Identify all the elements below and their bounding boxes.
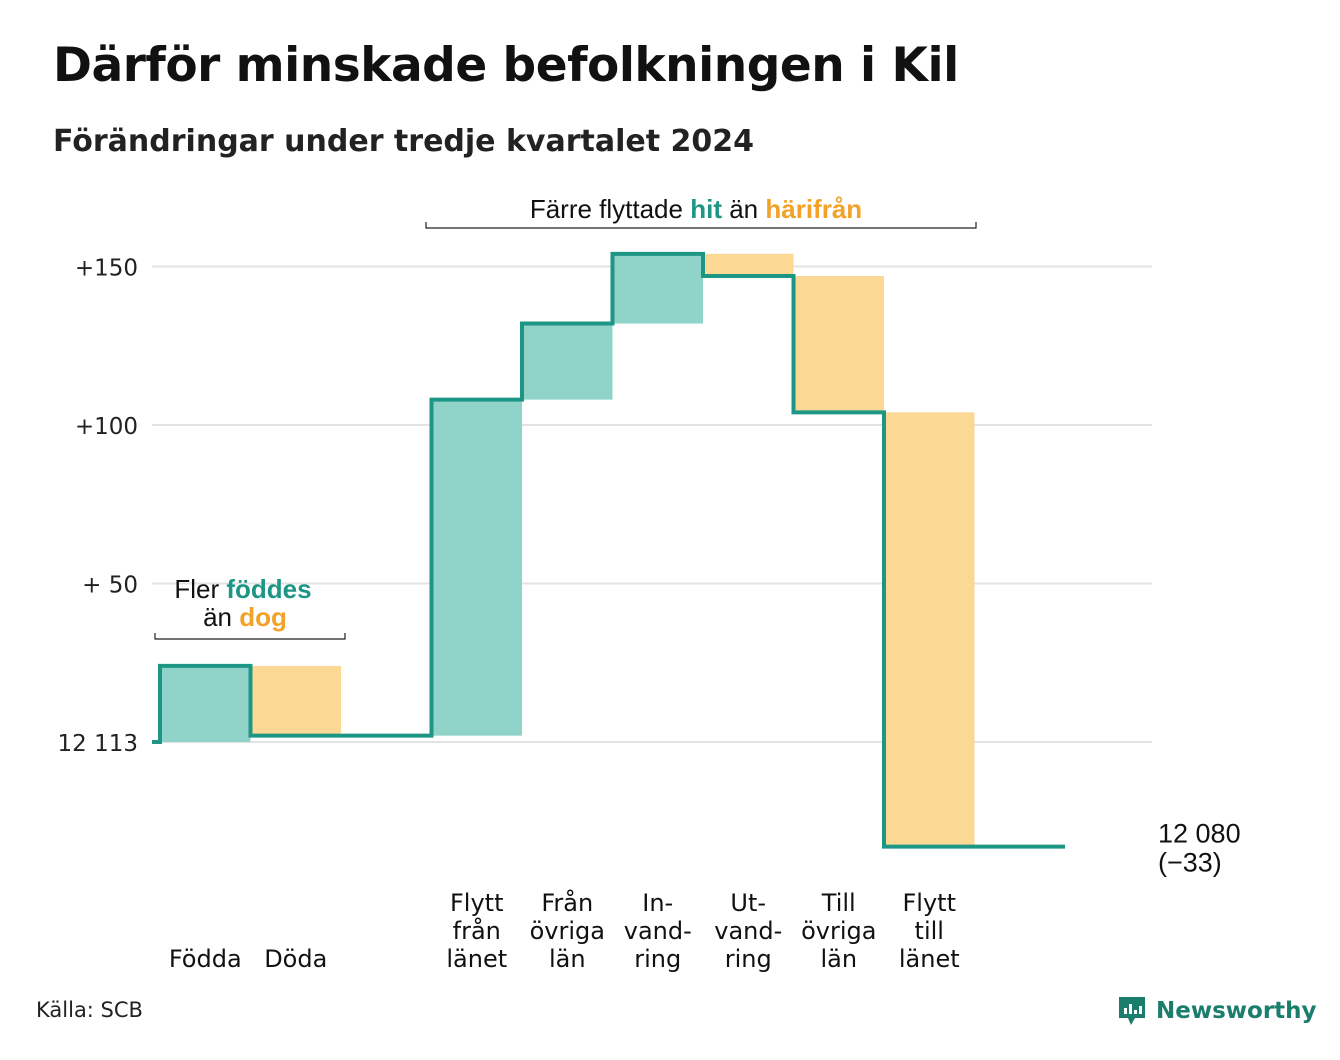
waterfall-bar xyxy=(160,665,251,742)
category-label: In- xyxy=(642,889,673,917)
migration-annotation-highlight-hit: hit xyxy=(690,194,722,224)
category-label: Flytt xyxy=(903,889,957,917)
category-label: länet xyxy=(899,945,960,973)
category-label: övriga xyxy=(801,917,876,945)
category-label: ring xyxy=(634,945,681,973)
y-tick-label: +100 xyxy=(75,414,138,440)
birth-annotation-highlight-doda: dog xyxy=(239,602,287,632)
birth-annotation-line2: än dog xyxy=(203,602,287,632)
category-label: vand- xyxy=(714,917,782,945)
chart-title: Därför minskade befolkningen i Kil xyxy=(53,38,959,93)
source-note: Källa: SCB xyxy=(36,998,143,1022)
newsworthy-brand: Newsworthy xyxy=(1116,994,1317,1028)
chart-subtitle: Förändringar under tredje kvartalet 2024 xyxy=(53,124,755,159)
end-value-label: 12 080 xyxy=(1158,819,1241,849)
category-label: från xyxy=(453,916,501,945)
category-label: ring xyxy=(725,945,772,973)
category-label: Till xyxy=(821,889,856,917)
category-label: Flytt xyxy=(450,889,504,917)
end-value-label: (−33) xyxy=(1158,848,1222,878)
cumulative-step-line xyxy=(152,251,1065,849)
waterfall-bar xyxy=(703,253,794,277)
waterfall-bar xyxy=(522,323,613,400)
category-label: Från xyxy=(541,888,593,917)
y-tick-label: + 50 xyxy=(82,573,138,599)
newsworthy-logo-icon xyxy=(1119,997,1145,1025)
migration-annotation: Färre flyttade hit än härifrån xyxy=(530,194,862,224)
category-label: till xyxy=(915,917,944,945)
y-tick-label: 12 113 xyxy=(58,731,138,757)
category-label: Ut- xyxy=(730,889,766,917)
category-label: länet xyxy=(446,945,507,973)
waterfall-bar xyxy=(431,399,522,736)
waterfall-bar xyxy=(250,665,341,736)
migration-annotation-highlight-harifran: härifrån xyxy=(765,194,862,224)
migration-annotation-bracket xyxy=(425,222,977,229)
category-label: Födda xyxy=(169,945,242,973)
newsworthy-brand-name: Newsworthy xyxy=(1156,998,1317,1024)
category-label: län xyxy=(820,945,857,973)
waterfall-bar xyxy=(612,253,703,324)
category-label: Döda xyxy=(264,945,327,973)
waterfall-bar xyxy=(793,276,884,413)
y-tick-label: +150 xyxy=(75,256,138,282)
birth-annotation-bracket xyxy=(154,633,346,640)
category-label: län xyxy=(549,945,586,973)
birth-annotation-line1: Fler föddes xyxy=(174,574,311,604)
birth-annotation-highlight-fodda: föddes xyxy=(226,574,311,604)
category-label: vand- xyxy=(624,917,692,945)
category-label: övriga xyxy=(530,917,605,945)
waterfall-bar xyxy=(884,412,975,847)
